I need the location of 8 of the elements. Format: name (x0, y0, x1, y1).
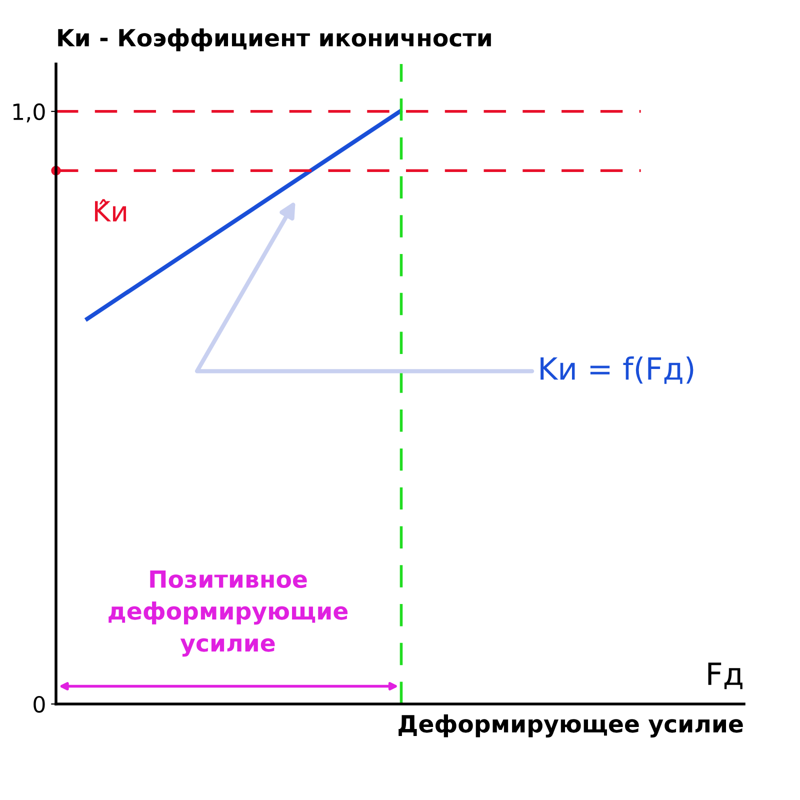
annotation: Позитивное деформирующие усилие (108, 570, 348, 657)
annotation: Kи = f(Fд) (540, 356, 694, 384)
annotation: Fд (708, 662, 742, 690)
x-axis-title: Деформирующее усилие (398, 714, 743, 738)
y-axis-title: Kи - Коэффициент иконичности (58, 28, 491, 52)
y-tick-label: 0 (34, 696, 45, 713)
ref-line-label: K̂и (95, 199, 126, 222)
y-tick-label: 1,0 (13, 103, 45, 122)
